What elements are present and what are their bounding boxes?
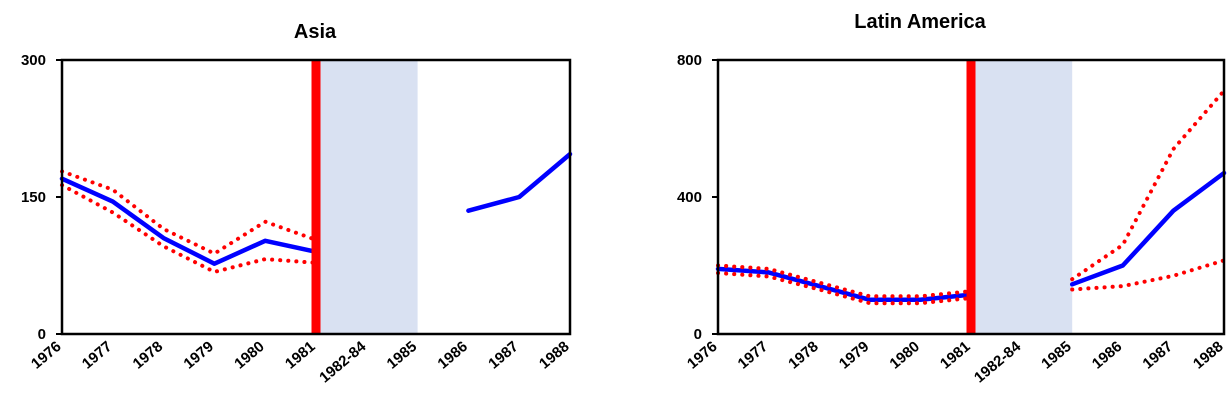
asia-xtick-label: 1981: [282, 338, 318, 372]
asia-xtick-label: 1985: [384, 338, 420, 372]
latam-ytick-label: 800: [677, 52, 702, 69]
chart-title-left: Asia: [294, 21, 337, 43]
latam-xtick-label: 1979: [836, 338, 872, 372]
asia-xtick-label: 1976: [28, 338, 64, 372]
asia-xtick-label: 1977: [79, 338, 115, 372]
latam-xtick-label: 1978: [785, 338, 821, 372]
latam-ytick-label: 0: [694, 326, 702, 343]
chart-title-right: Latin America: [854, 11, 986, 33]
asia-ytick-label: 0: [38, 326, 46, 343]
latam-series-1-segment-1: [1070, 88, 1226, 282]
latam-xtick-label: 1981: [937, 338, 973, 372]
latam-series-2-segment-0: [716, 271, 973, 306]
latam-xtick-label: 1977: [735, 338, 771, 372]
latam-ytick-label: 400: [677, 189, 702, 206]
asia-ytick-label: 150: [21, 189, 46, 206]
asia-xtick-label: 1982-84: [316, 338, 370, 387]
latam-xtick-label: 1985: [1038, 338, 1074, 372]
asia-series-0-segment-0: [59, 176, 319, 266]
asia-xtick-label: 1986: [434, 338, 470, 372]
latam-xtick-label: 1982-84: [971, 338, 1025, 387]
asia-series-0-segment-1: [466, 151, 573, 213]
latam-xtick-label: 1976: [684, 338, 720, 372]
latam-xtick-label: 1980: [886, 338, 922, 372]
asia-xtick-label: 1987: [485, 338, 521, 372]
asia-shaded-region: [316, 60, 418, 334]
asia-xtick-label: 1988: [536, 338, 572, 372]
asia-xtick-label: 1979: [180, 338, 216, 372]
asia-xtick-label: 1978: [130, 338, 166, 372]
latam-series-0-segment-1: [1069, 170, 1227, 287]
asia-xtick-label: 1980: [231, 338, 267, 372]
latam-series-0-segment-0: [715, 266, 974, 303]
latam-xtick-label: 1988: [1190, 338, 1226, 372]
latam-xtick-label: 1986: [1089, 338, 1125, 372]
latam-series-2-segment-1: [1070, 258, 1226, 292]
asia-ytick-label: 300: [21, 52, 46, 69]
asia-series-1-segment-0: [60, 169, 318, 256]
asia-series-2-segment-0: [60, 183, 318, 274]
latam-xtick-label: 1987: [1139, 338, 1175, 372]
latam-series-1-segment-0: [716, 263, 973, 299]
latam-shaded-region: [971, 60, 1073, 334]
